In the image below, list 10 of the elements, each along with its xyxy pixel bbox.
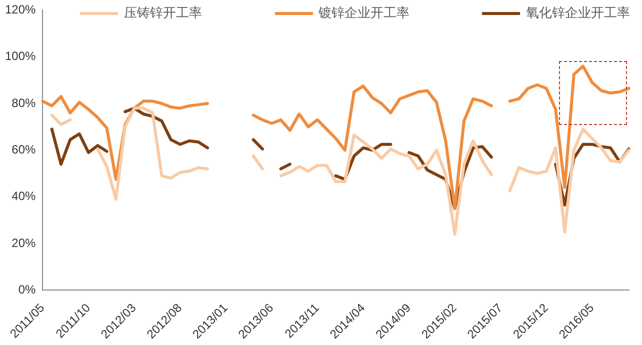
y-tick-label: 0%: [18, 282, 36, 296]
y-tick-label: 20%: [12, 236, 36, 250]
y-tick-label: 120%: [4, 2, 36, 17]
y-tick-label: 100%: [4, 49, 36, 64]
legend-label: 镀锌企业开工率: [318, 5, 410, 22]
y-tick-label: 60%: [12, 142, 36, 156]
legend-label: 氧化锌企业开工率: [526, 5, 630, 22]
y-tick-label: 40%: [12, 189, 36, 204]
y-tick-label: 80%: [12, 96, 36, 110]
legend-label: 压铸锌开工率: [124, 5, 202, 22]
